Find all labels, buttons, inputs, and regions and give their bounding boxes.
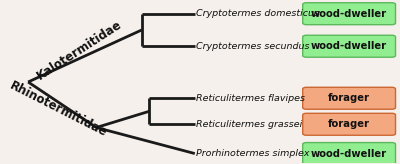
Text: Rhinotermitidae: Rhinotermitidae xyxy=(8,79,109,139)
FancyBboxPatch shape xyxy=(303,3,396,25)
Text: Kalotermitidae: Kalotermitidae xyxy=(34,18,124,83)
Text: wood-dweller: wood-dweller xyxy=(311,9,387,19)
Text: Cryptotermes secundus: Cryptotermes secundus xyxy=(196,42,310,51)
FancyBboxPatch shape xyxy=(303,87,396,109)
Text: forager: forager xyxy=(328,93,370,103)
Text: wood-dweller: wood-dweller xyxy=(311,149,387,159)
Text: wood-dweller: wood-dweller xyxy=(311,41,387,51)
Text: Reticulitermes flavipes: Reticulitermes flavipes xyxy=(196,94,305,103)
FancyBboxPatch shape xyxy=(303,143,396,164)
Text: Reticulitermes grassei: Reticulitermes grassei xyxy=(196,120,302,129)
Text: Prorhinotermes simplex: Prorhinotermes simplex xyxy=(196,149,310,158)
FancyBboxPatch shape xyxy=(303,113,396,135)
Text: Cryptotermes domesticus: Cryptotermes domesticus xyxy=(196,9,319,18)
FancyBboxPatch shape xyxy=(303,35,396,57)
Text: forager: forager xyxy=(328,119,370,129)
